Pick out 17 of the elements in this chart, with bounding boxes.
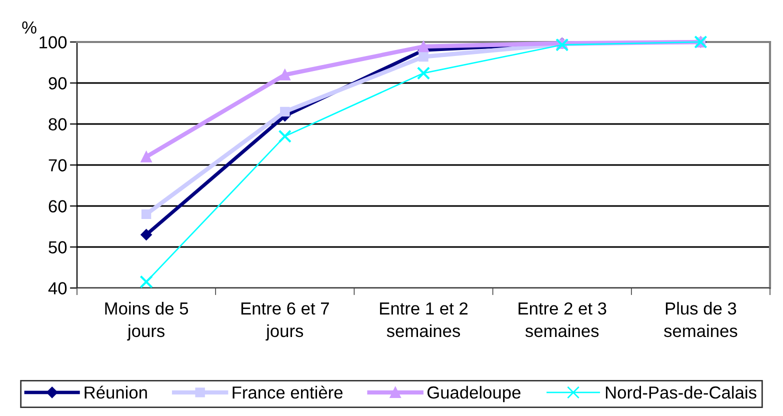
legend-label: Guadeloupe xyxy=(427,386,520,402)
y-tick-label: 80 xyxy=(48,118,67,130)
legend-label: Réunion xyxy=(84,386,147,399)
y-tick-label: 60 xyxy=(48,200,67,212)
y-tick-label: 70 xyxy=(48,159,67,172)
x-tick-label: Entre 2 et 3 semaines xyxy=(518,302,606,338)
y-tick-label: 50 xyxy=(48,241,67,254)
legend-label: Nord-Pas-de-Calais xyxy=(606,386,756,399)
y-tick-label: 40 xyxy=(48,282,67,294)
y-axis-title: % xyxy=(22,21,36,34)
x-tick-label: Plus de 3 semaines xyxy=(664,302,738,338)
y-tick-label: 100 xyxy=(40,36,67,48)
x-tick-label: Moins de 5 jours xyxy=(105,302,188,341)
x-tick-label: Entre 6 et 7 jours xyxy=(241,302,329,341)
y-tick-label: 90 xyxy=(48,77,67,90)
x-tick-label: Entre 1 et 2 semaines xyxy=(380,302,468,338)
legend-label: France entière xyxy=(232,386,342,399)
